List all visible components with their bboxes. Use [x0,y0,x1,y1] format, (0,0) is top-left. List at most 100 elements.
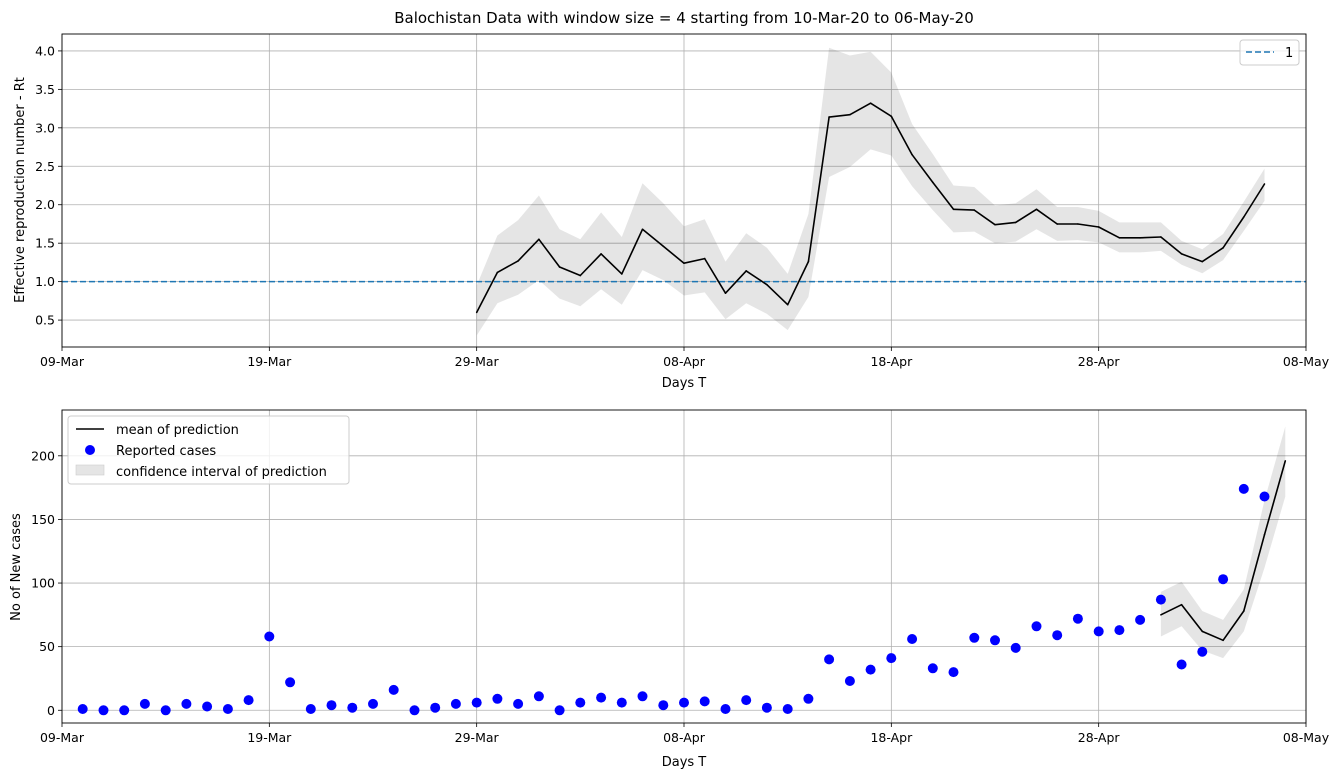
prediction-line-segment [1243,533,1266,612]
reported-case-point [139,698,150,709]
rt-legend: 1 [1239,39,1300,66]
prediction-line-segment [1222,610,1245,642]
cases-x-tick-label: 09-Mar [40,730,85,745]
rt-line-segment [724,270,748,295]
reported-case-point [782,704,793,714]
reported-case-point [1197,646,1208,657]
rt-y-ticks: 0.5 1.0 1.5 2.0 2.5 3.0 3.5 4.0 [35,43,62,328]
reported-case-point [948,667,959,678]
rt-line-segment [1014,208,1038,224]
rt-line-segment [766,283,789,306]
reported-case-point [1155,594,1166,605]
reported-case-point [699,696,710,707]
rt-line-segment [849,102,872,116]
cases-mean-line [1160,460,1287,642]
rt-chart: Balochistan Data with window size = 4 st… [13,9,1330,391]
reported-case-point [927,663,938,674]
rt-line-segment [994,221,1017,226]
rt-line-segment [1097,226,1121,239]
reported-case-point [637,691,648,702]
reported-case-point [596,692,607,703]
legend-band-icon [75,464,105,476]
cases-y-axis-label: No of New cases [9,513,24,621]
reported-case-point [575,697,586,708]
rt-line-segment [475,271,499,314]
rt-y-tick-label: 3.5 [35,82,55,97]
reported-case-point [741,695,752,706]
rt-x-tick-label: 09-Mar [40,354,85,369]
rt-mean-line [475,102,1266,314]
legend-label-reported: Reported cases [116,444,216,459]
rt-line-segment [662,245,685,265]
rt-line-segment [1222,216,1245,249]
reported-case-point [1259,491,1270,502]
rt-line-segment [1035,208,1058,225]
legend-label-mean: mean of prediction [116,423,239,438]
rt-y-tick-label: 1.0 [35,274,55,289]
rt-x-tick-label: 18-Apr [870,354,913,369]
cases-x-tick-label: 29-Mar [455,730,500,745]
legend-label-ci: confidence interval of prediction [116,465,327,480]
rt-x-tick-label: 29-Mar [455,354,500,369]
reported-case-point [492,693,503,704]
reported-case-point [803,693,814,704]
rt-line-segment [786,260,810,306]
cases-x-axis-label: Days T [662,755,707,770]
reported-case-point [1052,630,1063,641]
reported-case-point [450,698,461,709]
reported-case-point [533,691,544,702]
reported-case-point [679,697,689,708]
cases-y-tick-label: 0 [47,703,55,718]
rt-line-segment [683,257,706,265]
prediction-line-segment [1180,603,1204,633]
rt-x-tick-label: 08-Apr [663,354,706,369]
rt-line-segment [1160,236,1183,255]
cases-x-ticks: 09-Mar 19-Mar 29-Mar 08-Apr 18-Apr 28-Apr 08-M… [40,723,1330,745]
reported-case-point [616,697,627,708]
rt-x-tick-label: 19-Mar [247,354,292,369]
prediction-line-segment [1160,603,1183,616]
reported-case-point [326,700,337,711]
rt-y-tick-label: 1.5 [35,236,55,251]
reported-case-point [285,677,296,688]
reported-case-point [907,634,918,644]
reported-case-point [1010,642,1021,653]
reported-case-point [243,695,254,706]
reported-case-point [409,705,420,716]
cases-x-tick-label: 19-Mar [247,730,292,745]
reported-case-point [305,704,316,714]
rt-legend-label: 1 [1285,46,1293,61]
cases-x-tick-label: 28-Apr [1078,730,1121,745]
rt-line-segment [1201,247,1224,263]
cases-y-ticks: 0 50 100 150 200 [31,448,62,718]
reported-case-point [824,654,835,665]
rt-line-segment [579,253,602,277]
reported-case-point [1114,625,1125,636]
rt-line-segment [703,257,727,295]
reported-case-point [990,635,1000,646]
rt-line-segment [1243,183,1266,218]
reported-case-point [844,676,855,686]
rt-line-segment [1180,253,1204,263]
rt-confidence-band [476,47,1265,336]
reported-case-point [77,704,88,714]
rt-line-segment [931,181,955,211]
cases-x-tick-label: 08-Apr [663,730,706,745]
reported-case-point [554,705,565,716]
cases-y-tick-label: 150 [31,512,55,527]
rt-x-axis-label: Days T [662,376,707,391]
legend-dot-icon [85,445,95,455]
prediction-line-segment [1263,460,1287,536]
rt-line-segment [600,253,623,275]
reported-case-point [264,631,275,642]
reported-case-point [720,704,731,714]
rt-line-segment [517,238,540,262]
rt-line-segment [1077,223,1100,228]
rt-line-segment [890,115,913,156]
reported-case-point [430,702,441,713]
cases-legend: mean of prediction Reported cases confid… [67,415,350,485]
cases-chart: 09-Mar 19-Mar 29-Mar 08-Apr 18-Apr 28-Apr 08-M… [9,409,1330,770]
cases-legend-box [67,415,350,485]
reported-case-point [119,705,130,716]
cases-confidence-band [1160,426,1286,659]
